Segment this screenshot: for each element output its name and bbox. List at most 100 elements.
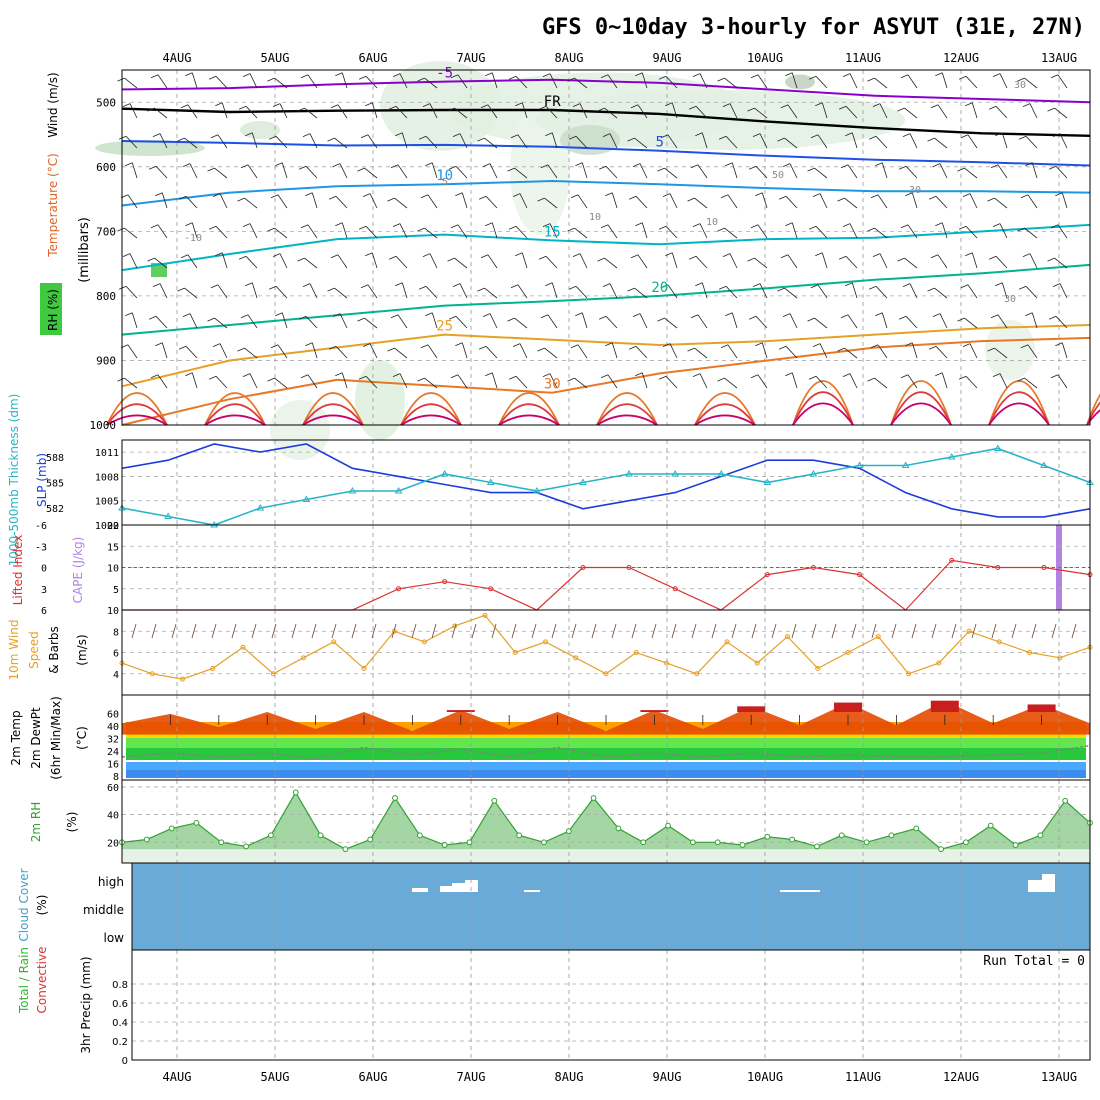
rh-shade-blob — [785, 74, 815, 90]
wind-barb — [568, 285, 588, 299]
wind-barb — [628, 195, 648, 209]
wind-barb — [542, 73, 558, 89]
lifted-index-tick-label: -6 — [35, 521, 47, 532]
wind-barb-staff — [484, 137, 498, 149]
wind-barb-flag — [392, 223, 401, 227]
wind-barb — [632, 163, 648, 179]
wind-barb-staff — [971, 252, 978, 269]
wind-barb-flag — [692, 73, 701, 77]
wind-barb — [185, 72, 198, 89]
wind-barb — [177, 287, 198, 299]
wind-barb-staff — [215, 376, 228, 389]
wind-barb-staff — [757, 74, 768, 89]
wind-barb-staff — [994, 197, 1008, 209]
wind-barb — [485, 372, 498, 389]
wind-barb-staff — [724, 227, 738, 239]
wind-barb — [687, 197, 708, 209]
wind-barb-flag — [388, 255, 397, 260]
wind-barb — [717, 77, 738, 89]
cloud-level-label: low — [104, 931, 125, 945]
wind-barb — [868, 285, 888, 299]
wind-barb-staff — [457, 74, 468, 89]
wind-barb-staff — [124, 227, 138, 239]
wind-barb — [182, 313, 198, 329]
wind-barb-flag — [957, 167, 965, 172]
wind-barb — [478, 345, 498, 359]
wind-barb — [1020, 194, 1038, 209]
wind-barb-staff — [309, 283, 318, 299]
top-day-label: 12AUG — [943, 51, 979, 65]
surface-wind-barb — [491, 623, 497, 639]
wind-barb-flag — [992, 373, 1001, 377]
wind-barb-staff — [217, 284, 228, 299]
wind-barb-staff — [935, 346, 948, 359]
wind-barb-flag — [125, 162, 133, 167]
wind-barb-flag — [602, 133, 611, 137]
wind-barb — [117, 377, 138, 389]
surface-wind-barb — [891, 623, 897, 639]
wind-barb — [302, 283, 318, 299]
wind-barb — [215, 102, 228, 119]
wind-barb-flag — [242, 73, 251, 77]
wind-barb — [450, 374, 468, 389]
2m-rh-marker — [565, 828, 572, 835]
wind-barb-staff — [1001, 282, 1008, 299]
wind-barb-flag — [177, 287, 185, 292]
wind-barb — [815, 102, 828, 119]
wind-barb-flag — [630, 254, 639, 259]
wind-barb — [570, 194, 588, 209]
panel-ylabel-cloud-cover: Cloud Cover — [17, 868, 31, 941]
wind-barb — [837, 347, 858, 359]
wind-barb-flag — [422, 103, 431, 107]
wind-barb-staff — [215, 226, 228, 239]
wind-barb-staff — [337, 104, 348, 119]
wind-barb-flag — [690, 164, 699, 169]
wind-barb — [630, 254, 648, 269]
wind-barb — [275, 312, 288, 329]
wind-barb-staff — [789, 163, 798, 179]
wind-barb-flag — [957, 317, 965, 322]
wind-barb-staff — [907, 374, 918, 389]
thickness-marker — [809, 470, 818, 477]
wind-barb-flag — [935, 72, 943, 77]
wind-barb-flag — [512, 343, 521, 347]
wind-barb-staff — [937, 254, 948, 269]
wind-barb — [125, 162, 138, 179]
wind-barb-staff — [637, 104, 648, 119]
wind-barb-flag — [960, 134, 969, 139]
wind-barb-flag — [477, 287, 485, 292]
wind-barb-staff — [335, 196, 348, 209]
bottom-day-label: 12AUG — [943, 1070, 979, 1084]
wind-barb-flag — [267, 227, 275, 232]
surface-wind-barb — [911, 623, 917, 639]
wind-barb-staff — [699, 373, 708, 389]
wind-barb — [930, 104, 948, 119]
wind-barb-staff — [1057, 74, 1068, 89]
lifted-index-tick-label: -3 — [35, 542, 47, 553]
wind-barb-staff — [515, 376, 528, 389]
wind-barb-flag — [958, 225, 967, 230]
wind-barb-flag — [995, 282, 1003, 287]
panel-frame — [121, 69, 1091, 426]
wind-barb-staff — [341, 72, 348, 89]
wind-barb — [987, 197, 1008, 209]
thickness-marker — [1040, 461, 1048, 468]
wind-barb-flag — [180, 104, 189, 109]
wind-barb — [927, 137, 948, 149]
wind-barb-flag — [212, 193, 221, 197]
wind-barb-staff — [725, 286, 738, 299]
wind-barb-staff — [669, 193, 678, 209]
top-day-label: 9AUG — [653, 51, 682, 65]
wind-barb-flag — [627, 287, 635, 292]
panel-ylabel-lifted-index: Lifted Index — [11, 535, 25, 606]
wind-barb-flag — [868, 135, 877, 140]
wind-barb-staff — [1059, 133, 1068, 149]
2m-rh-marker — [392, 795, 398, 801]
wind-barb — [837, 197, 858, 209]
wind-barb-flag — [600, 74, 609, 79]
wind-barb — [210, 134, 228, 149]
2m-rh-marker — [640, 839, 647, 846]
wind-barb-staff — [277, 344, 288, 359]
wind-barb-staff — [521, 102, 528, 119]
wind-barb — [448, 315, 468, 329]
